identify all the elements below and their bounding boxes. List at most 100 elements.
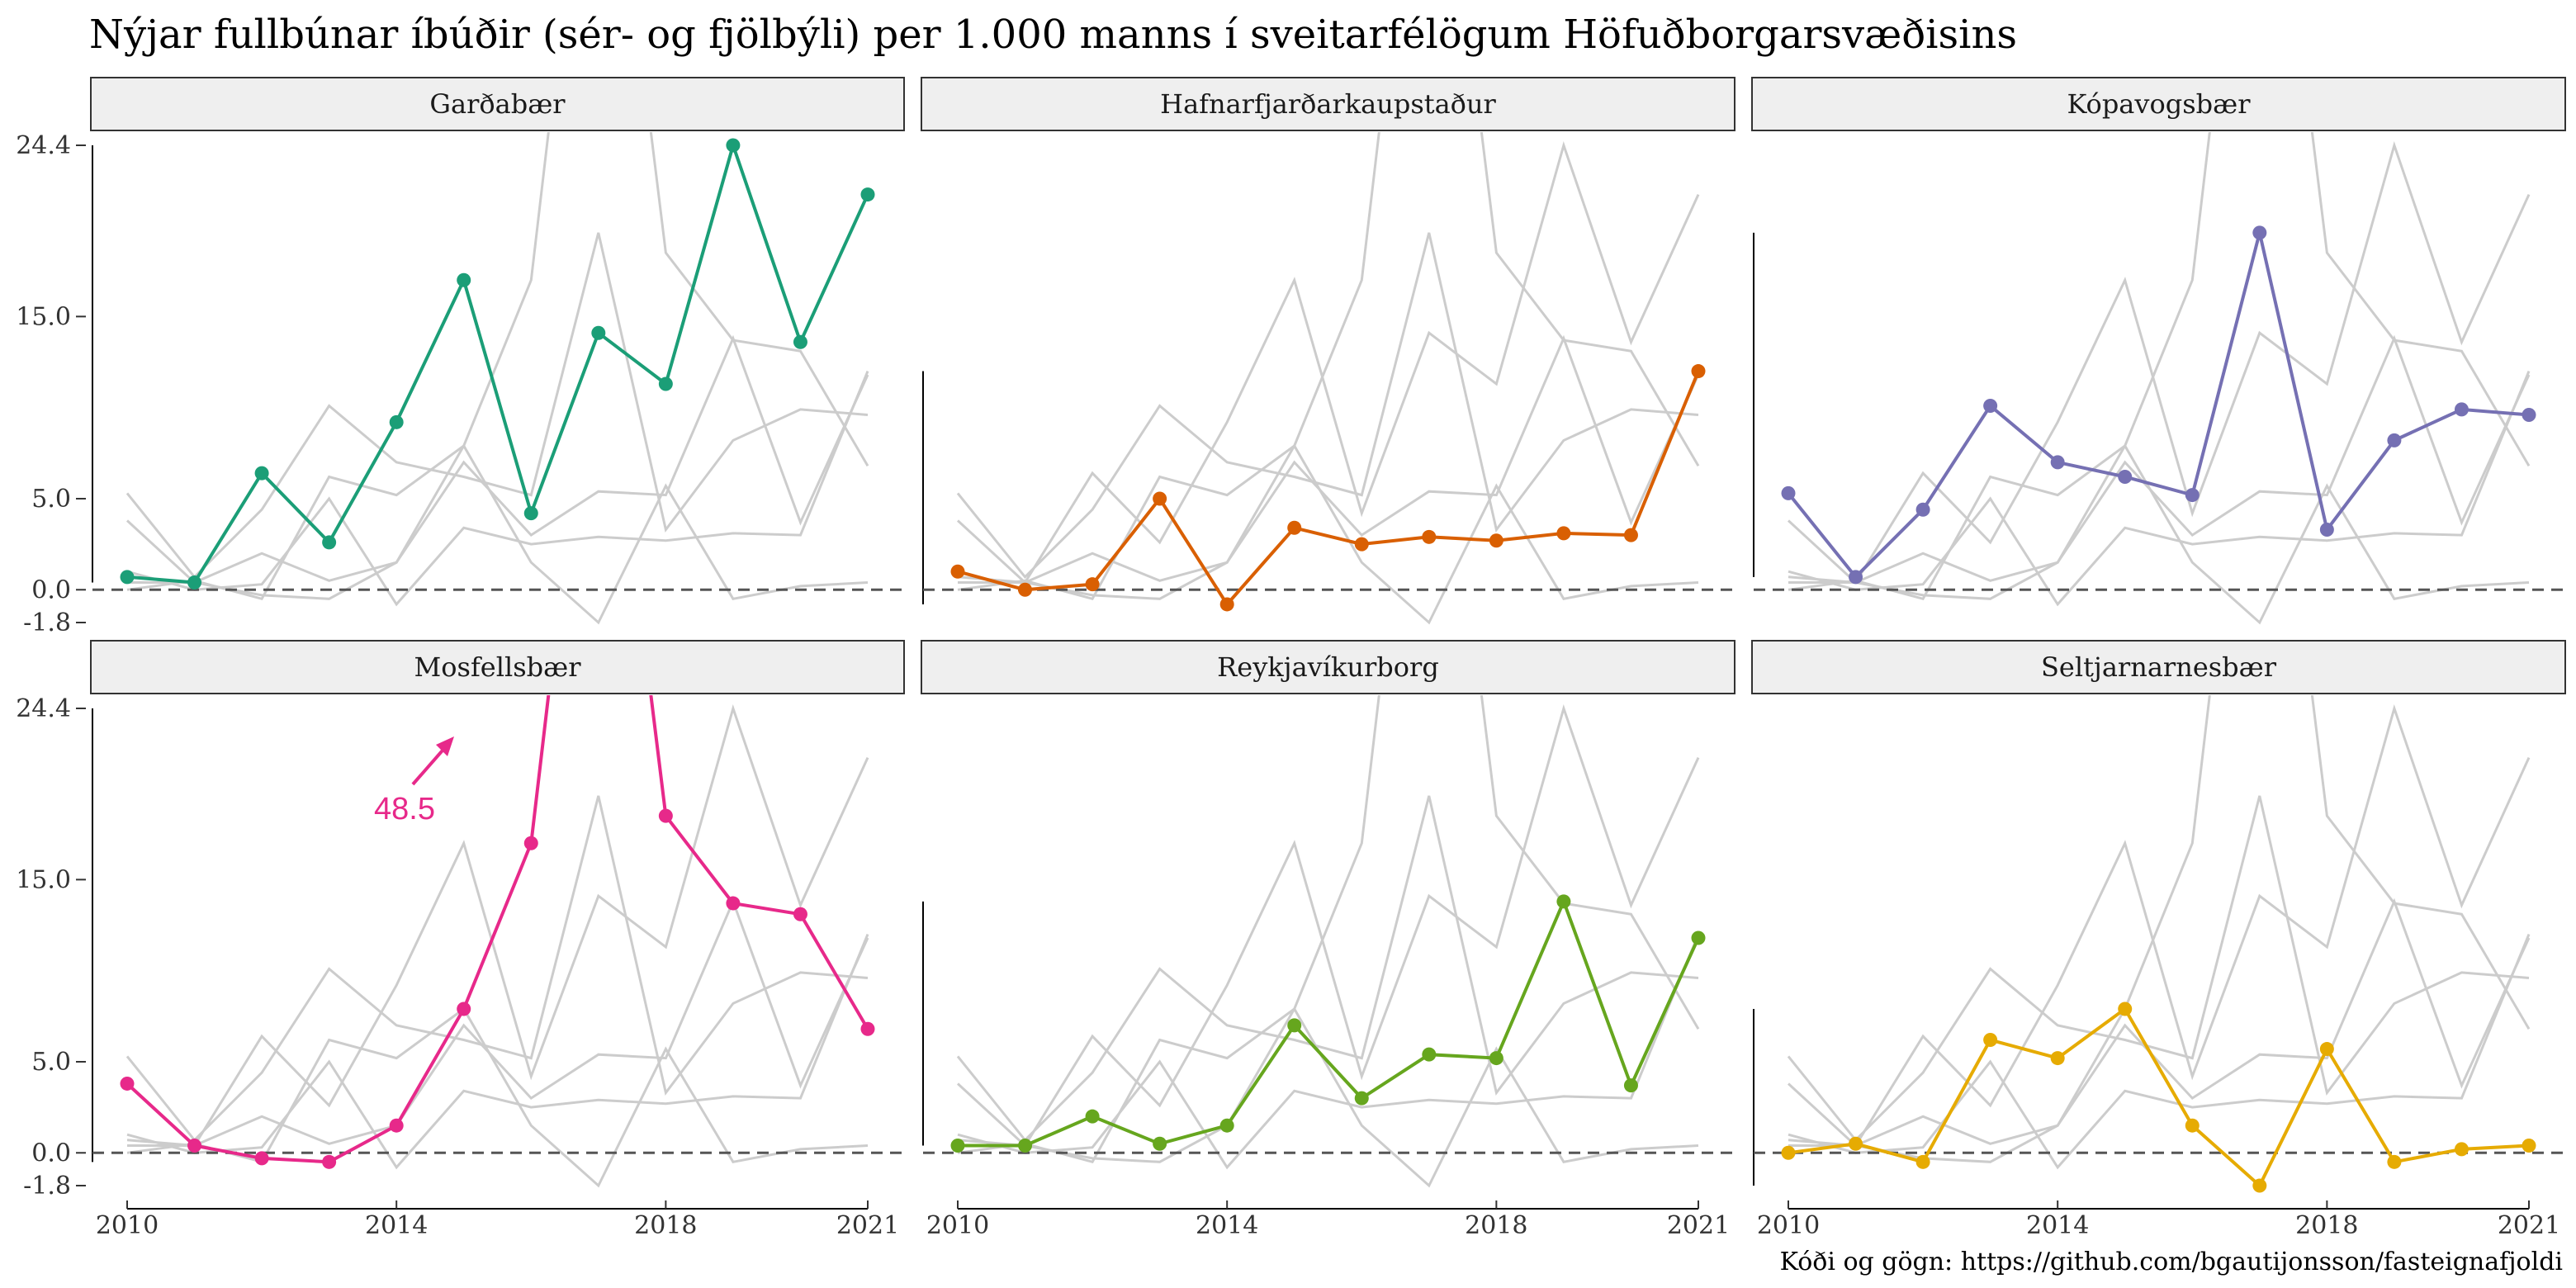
data-point [2185, 488, 2200, 503]
panel-gardabaer: Garðabær -1.8 0.0 5.0 15.0 24.4 [16, 77, 905, 646]
y-tick-label: 24.4 [16, 694, 71, 723]
background-series-line [1788, 703, 2531, 1148]
panel-strip [921, 640, 1735, 694]
data-point [591, 263, 605, 277]
panel-mosfellsbaer: Mosfellsbær -1.8 0.0 5.0 15.0 24.4 2010 2014 201… [16, 263, 905, 1240]
data-point [2454, 402, 2469, 417]
data-point [1915, 502, 1930, 517]
annotation-label: 48.5 [374, 792, 435, 826]
data-point [1287, 1018, 1302, 1033]
data-point [187, 1138, 202, 1153]
background-series-line [126, 443, 869, 625]
data-point [1781, 485, 1796, 500]
x-tick-label: 2010 [1757, 1211, 1820, 1240]
x-tick-label: 2014 [2026, 1211, 2089, 1240]
panel-strip [1751, 77, 2566, 131]
annotation-arrowhead [436, 736, 454, 756]
annotation-arrow [411, 743, 449, 786]
data-point [1849, 1136, 1863, 1151]
data-point [523, 506, 538, 521]
y-tick-label: 24.4 [16, 131, 71, 160]
data-point [2319, 522, 2334, 537]
background-series-line [956, 795, 1699, 1143]
background-series-line [1788, 443, 2530, 625]
panel-strip-label: Garðabær [429, 88, 566, 120]
data-point [1691, 930, 1706, 945]
x-tick-label: 2021 [836, 1211, 899, 1240]
series-line-reykjavikurborg [958, 897, 1700, 1148]
background-series-line [1788, 934, 2531, 1170]
chart-title: Nýjar fullbúnar íbúðir (sér- og fjölbýli… [89, 12, 2017, 58]
background-series-line [125, 232, 869, 580]
background-series-line [126, 703, 869, 1148]
panel-strip-label: Reykjavíkurborg [1217, 651, 1439, 683]
data-point [322, 1154, 337, 1169]
y-tick-label: 5.0 [31, 1048, 71, 1077]
panel-plot-area [923, 695, 1735, 1188]
data-point [2319, 1042, 2334, 1057]
background-series-line [126, 934, 869, 1170]
data-point [2118, 1002, 2133, 1016]
data-point [2185, 1118, 2200, 1133]
data-point [1489, 1051, 1503, 1066]
background-series-line [957, 443, 1699, 625]
x-tick-label: 2014 [365, 1211, 428, 1240]
panel-kopavogsbaer: Kópavogsbær [1751, 77, 2566, 646]
data-point [2522, 408, 2536, 423]
y-tick-label: 5.0 [31, 485, 71, 514]
data-point [1556, 894, 1571, 909]
background-series-line [956, 695, 1700, 1163]
panels: Garðabær -1.8 0.0 5.0 15.0 24.4 Hafnarfjarðark… [16, 77, 2566, 1240]
data-point [1085, 577, 1100, 592]
data-point [187, 575, 202, 590]
data-point [1422, 1047, 1437, 1062]
data-point [1153, 491, 1167, 506]
x-tick-label: 2018 [1465, 1211, 1527, 1240]
x-tick-label: 2010 [926, 1211, 989, 1240]
series-line-gardabaer [126, 140, 869, 585]
data-point [2387, 433, 2402, 447]
series-line-seltjarnarnesbaer [1788, 1006, 2530, 1189]
y-tick-label: 15.0 [16, 302, 71, 331]
background-series-line [1787, 795, 2530, 1143]
panel-hafnarfjardarkaupstadur: Hafnarfjarðarkaupstaður [921, 77, 1735, 646]
panel-strip-label: Seltjarnarnesbær [2041, 651, 2277, 683]
data-point [2252, 225, 2267, 240]
data-point [1085, 1109, 1100, 1124]
panel-strip [90, 640, 905, 694]
background-series-line [125, 795, 869, 1143]
background-series-line [957, 934, 1700, 1170]
background-series-line [957, 1006, 1699, 1188]
background-series-line [126, 1006, 869, 1188]
x-tick-label: 2021 [2498, 1211, 2560, 1240]
background-series-line [1788, 897, 2531, 1147]
y-tick-label: 0.0 [31, 575, 71, 604]
background-series-line [1788, 371, 2531, 607]
data-point [254, 1151, 269, 1166]
data-point [1422, 529, 1437, 544]
x-tick-label: 2014 [1196, 1211, 1258, 1240]
background-series-line [127, 334, 869, 584]
data-point [1354, 537, 1369, 552]
background-series-line [958, 334, 1700, 584]
background-series-line [127, 897, 869, 1147]
data-point [1219, 1118, 1234, 1133]
data-point [1018, 1138, 1033, 1153]
data-point [2050, 455, 2065, 470]
data-point [1781, 1145, 1796, 1160]
data-point [389, 1118, 404, 1133]
data-point [1153, 1136, 1167, 1151]
background-series-line [956, 232, 1699, 580]
data-point [1983, 1033, 1998, 1048]
data-point [860, 187, 875, 202]
background-series-line [956, 132, 1700, 600]
series-line-kopavogsbaer [1787, 232, 2530, 580]
background-series-line [957, 140, 1700, 585]
data-point [2387, 1154, 2402, 1169]
panel-strip [90, 77, 905, 131]
panel-strip [921, 77, 1735, 131]
data-point [1018, 582, 1033, 597]
panel-plot-area [923, 132, 1735, 625]
series-line-hafnarfjardarkaupstadur [957, 370, 1700, 608]
